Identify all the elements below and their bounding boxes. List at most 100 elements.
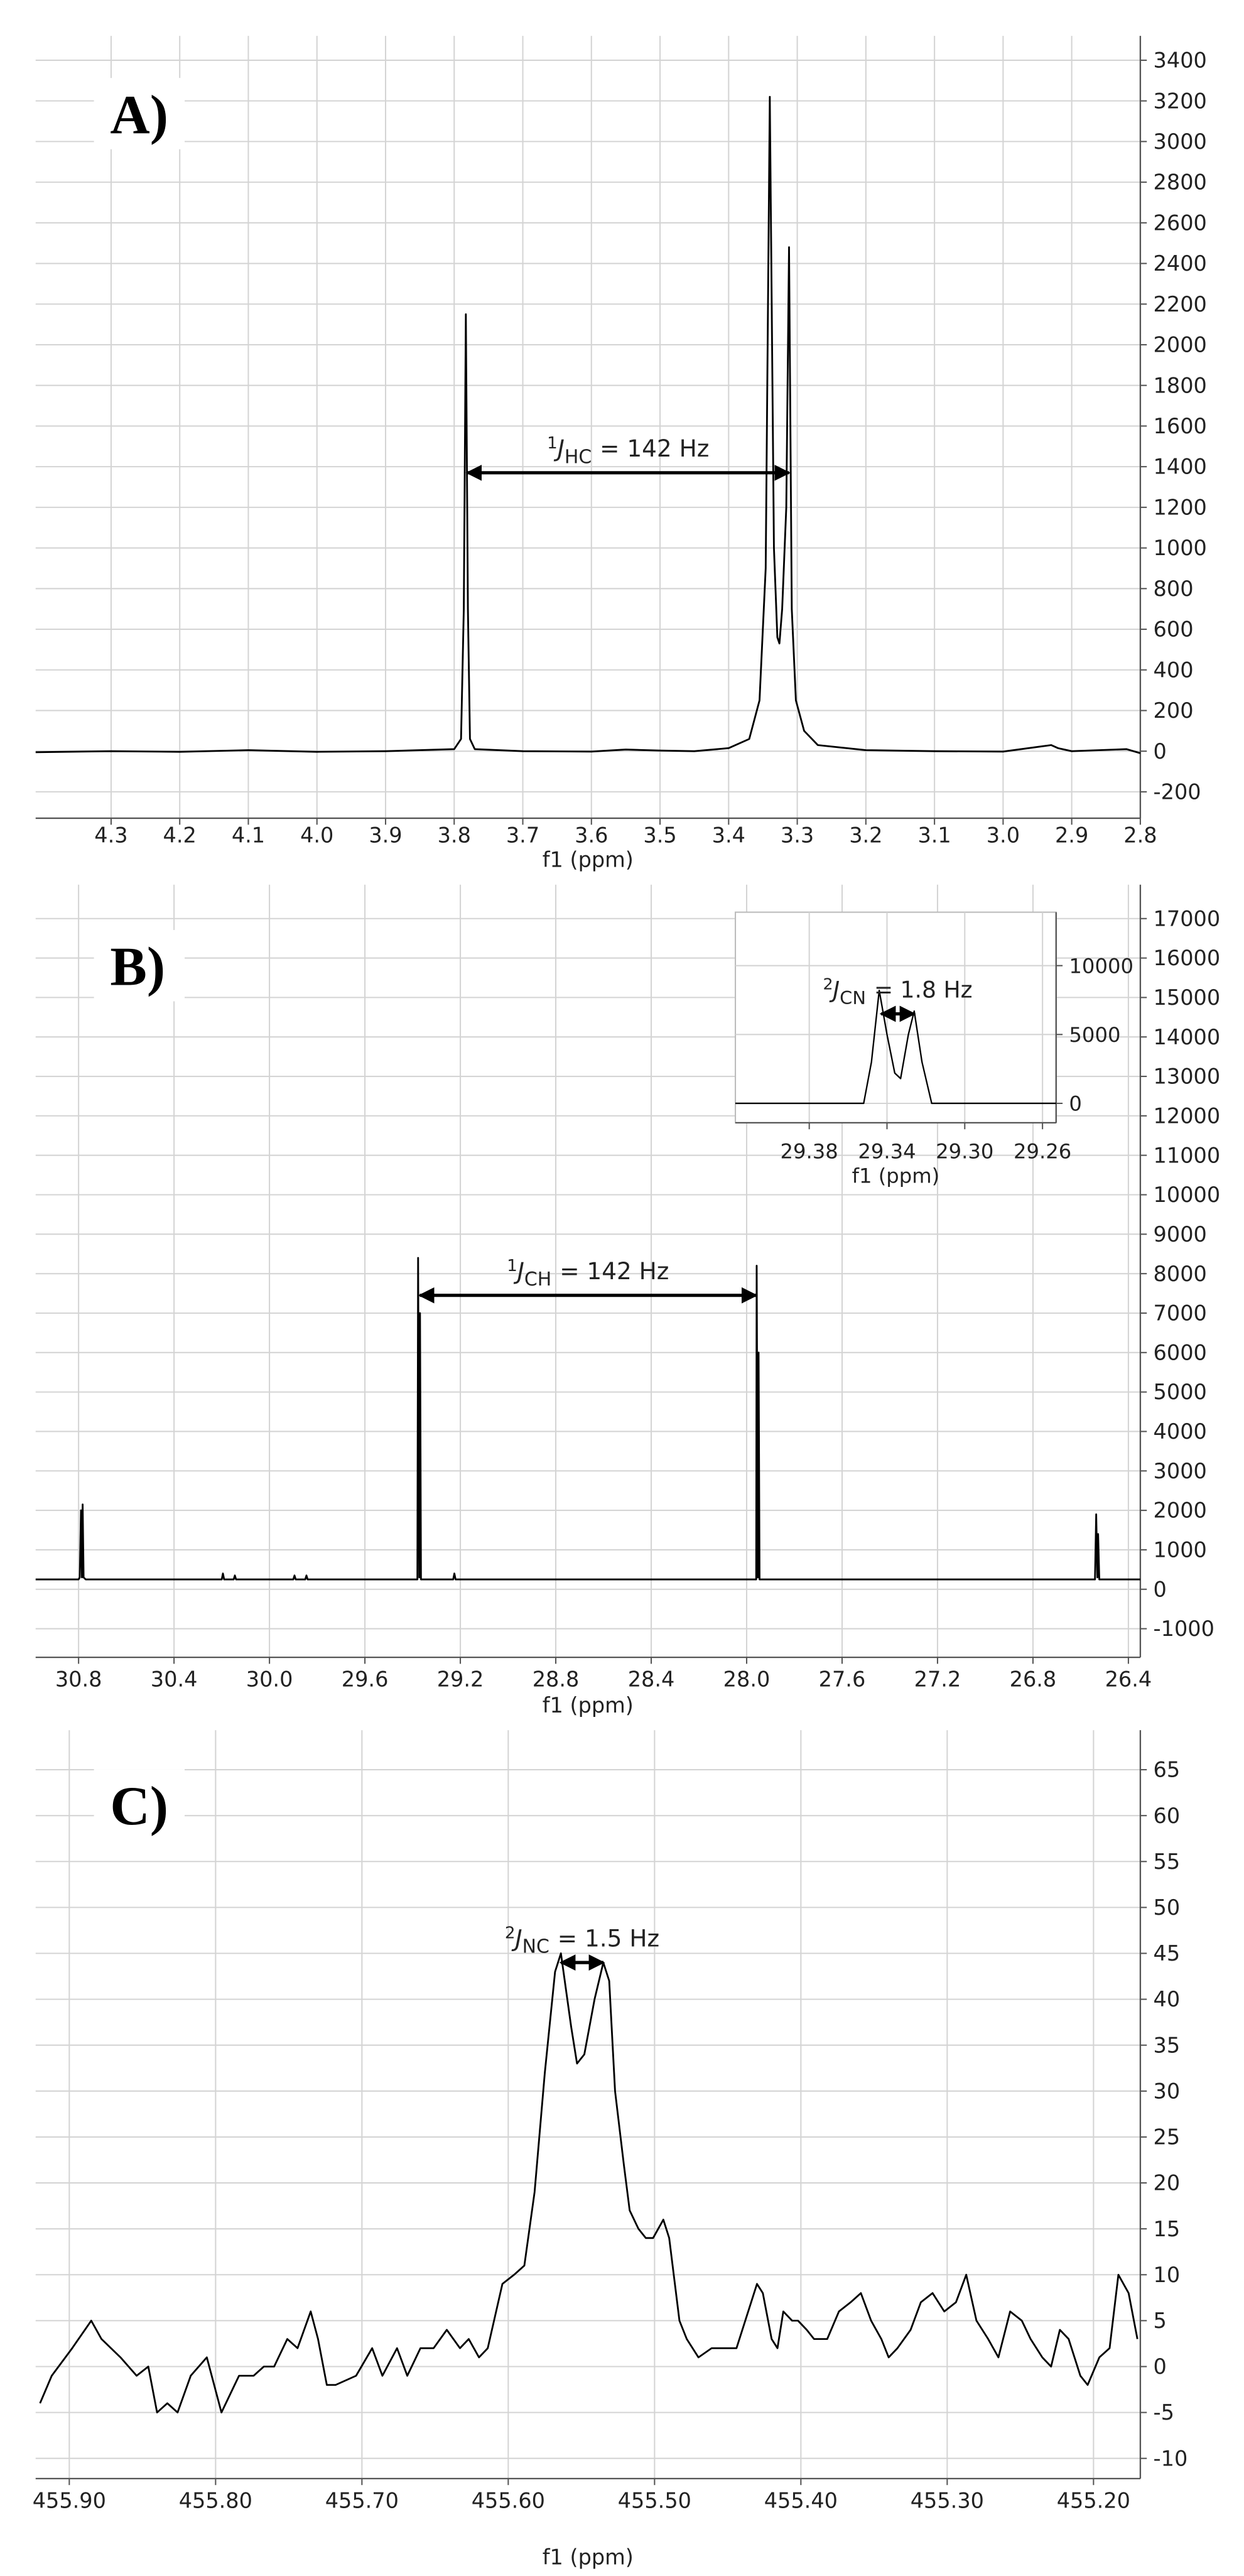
x-tick-label: 29.26 — [1014, 1140, 1071, 1164]
panel-label-background — [94, 78, 185, 149]
x-tick-label: 27.6 — [819, 1667, 866, 1692]
coupling-nuclei: CH — [524, 1269, 551, 1291]
x-tick-label: 28.8 — [533, 1667, 580, 1692]
x-tick-label: 455.70 — [325, 2488, 399, 2513]
y-tick-label: 10000 — [1154, 1182, 1221, 1207]
y-tick-label: 8000 — [1154, 1262, 1207, 1286]
x-tick-label: 3.5 — [643, 823, 676, 848]
y-tick-label: 5 — [1154, 2308, 1167, 2333]
x-tick-label: 4.2 — [163, 823, 197, 848]
x-tick-label: 455.60 — [472, 2488, 545, 2513]
x-tick-label: 29.38 — [781, 1140, 838, 1164]
panel-label: C) — [110, 1775, 168, 1836]
y-tick-label: 2600 — [1154, 210, 1207, 235]
y-tick-label: 3000 — [1154, 129, 1207, 154]
coupling-label: 2JNC = 1.5 Hz — [505, 1924, 659, 1957]
y-tick-label: 1000 — [1154, 536, 1207, 560]
y-tick-label: 15 — [1154, 2217, 1181, 2241]
y-tick-label: 35 — [1154, 2033, 1181, 2057]
x-tick-label: 27.2 — [914, 1667, 961, 1692]
coupling-order: 2 — [505, 1924, 516, 1942]
inset-background — [735, 911, 1057, 1123]
y-tick-label: 1000 — [1154, 1538, 1207, 1562]
coupling-label: 2JCN = 1.8 Hz — [823, 975, 972, 1009]
x-tick-label: 26.4 — [1105, 1667, 1152, 1692]
y-tick-label: 16000 — [1154, 946, 1221, 970]
y-tick-label: 20 — [1154, 2171, 1181, 2195]
y-tick-label: 200 — [1154, 698, 1194, 723]
x-tick-label: 455.90 — [33, 2488, 106, 2513]
y-tick-label: 2000 — [1154, 1498, 1207, 1523]
x-tick-label: 3.4 — [712, 823, 745, 848]
y-tick-label: -200 — [1154, 780, 1201, 804]
x-tick-label: 4.1 — [232, 823, 265, 848]
coupling-order: 1 — [507, 1257, 517, 1275]
panel-label-background — [94, 1769, 185, 1841]
y-tick-label: -10 — [1154, 2446, 1188, 2470]
y-tick-label: 13000 — [1154, 1064, 1221, 1089]
x-tick-label: 2.9 — [1055, 823, 1088, 848]
y-tick-label: 3000 — [1154, 1459, 1207, 1483]
x-axis-label: f1 (ppm) — [543, 2545, 634, 2570]
y-tick-label: 15000 — [1154, 985, 1221, 1010]
y-tick-label: 9000 — [1154, 1222, 1207, 1247]
spectrum-line — [35, 95, 1141, 754]
y-tick-label: 5000 — [1069, 1023, 1120, 1047]
x-tick-label: 28.0 — [723, 1667, 771, 1692]
x-tick-label: 455.80 — [179, 2488, 252, 2513]
y-tick-label: -5 — [1154, 2400, 1174, 2425]
x-tick-label: 455.30 — [911, 2488, 984, 2513]
coupling-order: 1 — [547, 434, 558, 453]
x-tick-label: 3.9 — [369, 823, 402, 848]
x-tick-label: 3.1 — [917, 823, 951, 848]
coupling-value: = 1.8 Hz — [874, 977, 973, 1004]
y-tick-label: 0 — [1154, 1577, 1167, 1601]
y-tick-label: 600 — [1154, 617, 1194, 642]
x-tick-label: 30.8 — [55, 1667, 102, 1692]
y-tick-label: 17000 — [1154, 906, 1221, 931]
x-tick-label: 30.4 — [151, 1667, 198, 1692]
y-tick-label: 14000 — [1154, 1025, 1221, 1049]
x-axis-label: f1 (ppm) — [543, 1693, 634, 1718]
x-tick-label: 3.8 — [438, 823, 471, 848]
coupling-nuclei: CN — [840, 987, 866, 1009]
spectrum-line — [39, 1952, 1139, 2414]
x-tick-label: 3.7 — [506, 823, 539, 848]
y-tick-label: 400 — [1154, 658, 1194, 682]
x-tick-label: 29.6 — [342, 1667, 389, 1692]
x-tick-label: 26.8 — [1010, 1667, 1057, 1692]
y-tick-label: 65 — [1154, 1758, 1181, 1782]
x-tick-label: 3.3 — [781, 823, 814, 848]
x-tick-label: 4.3 — [94, 823, 127, 848]
y-tick-label: 1200 — [1154, 495, 1207, 519]
x-tick-label: 455.50 — [618, 2488, 691, 2513]
x-tick-label: 455.40 — [764, 2488, 838, 2513]
y-tick-label: 2800 — [1154, 170, 1207, 195]
x-tick-label: 29.2 — [437, 1667, 484, 1692]
x-tick-label: 455.20 — [1057, 2488, 1130, 2513]
y-tick-label: -1000 — [1154, 1616, 1214, 1641]
y-tick-label: 11000 — [1154, 1143, 1221, 1167]
x-tick-label: 3.6 — [575, 823, 608, 848]
panel-label-background — [94, 929, 185, 1002]
y-tick-label: 60 — [1154, 1804, 1181, 1828]
y-tick-label: 7000 — [1154, 1301, 1207, 1326]
x-axis-label: f1 (ppm) — [852, 1164, 940, 1188]
panel-label: B) — [110, 936, 165, 997]
y-tick-label: 2000 — [1154, 333, 1207, 357]
x-axis-label: f1 (ppm) — [543, 847, 634, 872]
y-tick-label: 40 — [1154, 1987, 1181, 2011]
y-tick-label: 0 — [1069, 1092, 1082, 1116]
coupling-nuclei: HC — [565, 446, 592, 468]
y-tick-label: 6000 — [1154, 1340, 1207, 1365]
panel-label: A) — [110, 84, 168, 145]
y-tick-label: 3400 — [1154, 48, 1207, 73]
coupling-value: = 142 Hz — [600, 435, 709, 462]
y-tick-label: 1800 — [1154, 373, 1207, 398]
chart-panel: 455.90 455.80 455.70 455.60 455.50 455.40 455.… — [33, 1730, 1188, 2570]
y-tick-label: 2200 — [1154, 292, 1207, 317]
y-tick-label: 3200 — [1154, 89, 1207, 113]
x-tick-label: 29.30 — [936, 1140, 993, 1164]
